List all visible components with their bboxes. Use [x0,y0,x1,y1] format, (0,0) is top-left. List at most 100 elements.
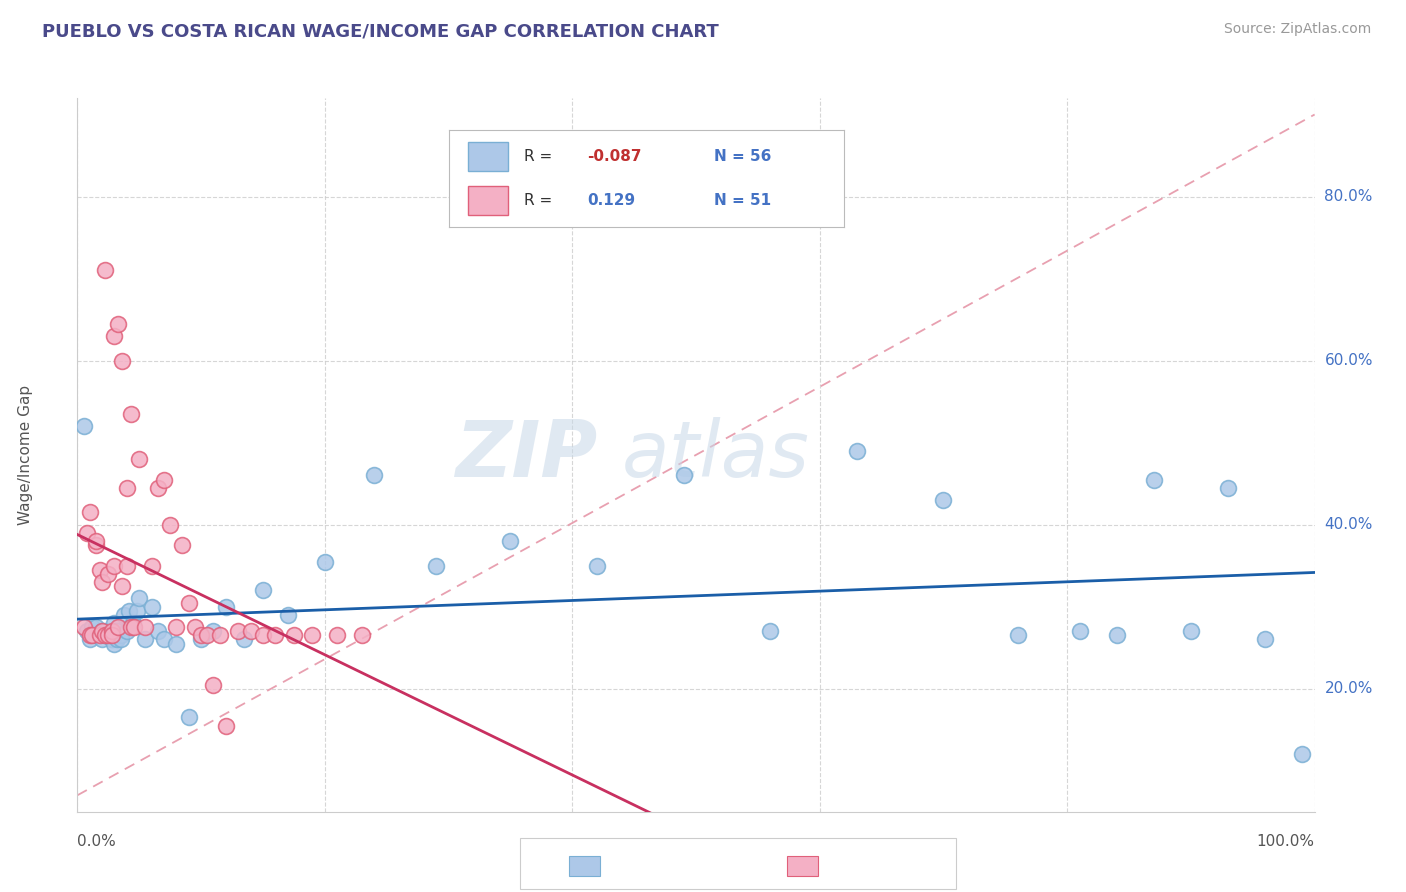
Point [103,636,125,650]
Point [153,632,176,647]
Point [425,558,447,573]
Point [82,628,104,642]
Point [76,624,98,639]
Point [177,710,200,724]
Point [165,620,187,634]
Point [84,534,107,549]
Text: Costa Ricans: Costa Ricans [779,856,908,874]
Point [134,632,156,647]
Point [115,481,138,495]
Point [252,628,274,642]
Point [89,628,111,642]
Text: 0.0%: 0.0% [77,834,117,849]
Text: R =: R = [524,149,557,164]
Point [84,620,107,634]
Point [125,604,148,618]
Point [72,419,94,434]
Point [499,534,522,549]
Point [91,624,114,639]
Point [79,632,101,647]
Point [76,525,98,540]
Point [264,628,287,642]
Point [82,620,104,634]
Point [208,628,231,642]
Text: Pueblo: Pueblo [581,856,657,874]
Point [141,599,163,614]
Point [97,628,120,642]
Point [128,591,150,606]
Point [165,636,187,650]
Point [105,624,128,639]
Point [111,579,134,593]
Point [120,620,142,634]
Point [115,624,138,639]
Bar [468,142,508,170]
Point [1180,624,1202,639]
Point [84,538,107,552]
Point [97,628,120,642]
Point [202,624,225,639]
Point [283,628,305,642]
Point [79,628,101,642]
Point [122,616,145,631]
Point [103,329,125,343]
Point [195,628,218,642]
Point [314,555,336,569]
Point [101,628,124,642]
Text: Wage/Income Gap: Wage/Income Gap [18,384,32,525]
Text: Source: ZipAtlas.com: Source: ZipAtlas.com [1223,22,1371,37]
Point [326,628,349,642]
Point [226,624,249,639]
Point [1216,481,1239,495]
Point [363,468,385,483]
Point [301,628,323,642]
Text: ZIP: ZIP [454,417,598,493]
Point [1254,632,1277,647]
Point [97,628,120,642]
Point [190,632,212,647]
Text: 40.0%: 40.0% [1324,517,1372,533]
Point [146,481,169,495]
Point [111,353,134,368]
Point [215,599,238,614]
Point [93,628,115,642]
Point [172,538,194,552]
Point [103,558,125,573]
Point [101,632,124,647]
Point [110,628,132,642]
Point [159,517,181,532]
Point [1105,628,1128,642]
Text: atlas: atlas [621,417,810,493]
Point [103,616,125,631]
Point [177,596,200,610]
Point [233,632,256,647]
Point [1291,747,1313,762]
Point [128,452,150,467]
Point [141,558,163,573]
Point [759,624,782,639]
Point [277,607,299,622]
Point [101,624,124,639]
Bar [468,186,508,215]
Text: 60.0%: 60.0% [1324,353,1372,368]
Point [1143,473,1166,487]
Point [72,620,94,634]
Text: 0.129: 0.129 [588,193,636,208]
Point [97,566,120,581]
Text: -0.087: -0.087 [588,149,641,164]
Point [153,473,176,487]
Point [1069,624,1091,639]
Point [215,718,238,732]
Text: N = 56: N = 56 [714,149,770,164]
Text: 100.0%: 100.0% [1257,834,1315,849]
Point [110,632,132,647]
Point [932,493,955,508]
Text: R =: R = [524,193,557,208]
Point [350,628,373,642]
Point [1007,628,1029,642]
Point [93,628,115,642]
Text: 80.0%: 80.0% [1324,189,1372,204]
Point [115,558,138,573]
Text: PUEBLO VS COSTA RICAN WAGE/INCOME GAP CORRELATION CHART: PUEBLO VS COSTA RICAN WAGE/INCOME GAP CO… [42,22,718,40]
Point [586,558,609,573]
